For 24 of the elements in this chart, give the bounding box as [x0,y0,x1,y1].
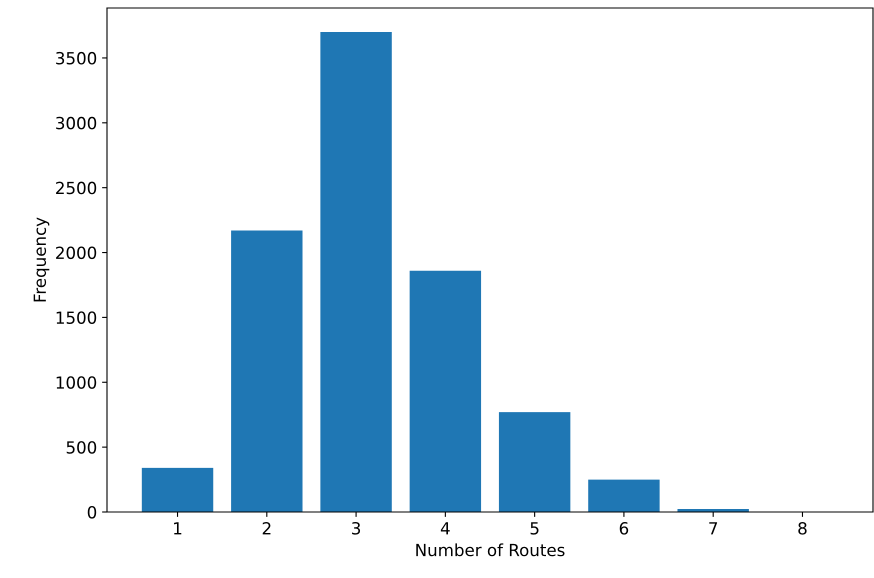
bar [498,412,570,512]
x-tick-label: 2 [262,522,270,534]
x-tick-label: 4 [440,522,450,534]
y-tick-label: 3000 [56,116,96,130]
y-tick-label: 2500 [56,182,96,194]
bar [231,230,303,512]
bar [142,468,214,512]
y-tick-label: 3500 [56,52,96,65]
y-tick-label: 1000 [56,376,96,389]
y-tick-label: 2000 [56,246,96,260]
bar [410,270,482,512]
y-tick-label: 500 [66,441,96,454]
y-tick-label: 0 [88,506,96,519]
x-tick-label: 1 [174,522,182,534]
x-axis-title: Number of Routes [416,543,565,556]
y-tick-label: 1500 [56,311,96,324]
bar [588,480,660,512]
x-tick-label: 6 [620,522,628,535]
x-tick-label: 8 [798,522,807,535]
x-tick-label: 5 [530,522,538,535]
x-tick-label: 3 [352,522,360,535]
x-tick-label: 7 [709,522,718,534]
bar [320,32,392,512]
y-axis-title: Frequency [34,217,50,302]
